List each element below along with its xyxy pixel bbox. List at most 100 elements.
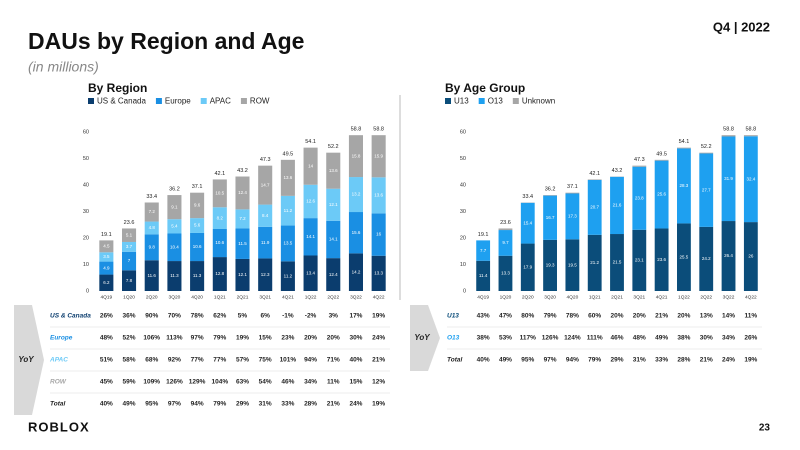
segment-label: 8.4 bbox=[262, 213, 269, 218]
bar-segment bbox=[371, 135, 386, 178]
legend-label: Unknown bbox=[522, 97, 555, 106]
chart-title: By Age Group bbox=[445, 81, 525, 95]
x-tick-label: 1Q22 bbox=[678, 294, 690, 300]
y-tick-label: 50 bbox=[83, 156, 89, 162]
total-label: 33.4 bbox=[146, 194, 157, 200]
yoy-cell: 79% bbox=[588, 357, 601, 364]
yoy-cell: 109% bbox=[143, 379, 160, 386]
x-tick-label: 1Q21 bbox=[214, 294, 226, 300]
segment-label: 4.9 bbox=[103, 265, 110, 270]
bar-segment bbox=[654, 228, 669, 291]
bar-segment bbox=[543, 195, 557, 196]
x-tick-label: 1Q20 bbox=[123, 294, 135, 300]
chart-title: By Region bbox=[88, 81, 147, 95]
segment-label: 12.3 bbox=[261, 272, 270, 277]
bar-segment bbox=[235, 209, 250, 229]
yoy-cell: 77% bbox=[191, 357, 204, 364]
segment-label: 23.8 bbox=[635, 195, 644, 200]
bar-segment bbox=[371, 177, 386, 214]
yoy-cell: 26% bbox=[100, 313, 113, 320]
yoy-cell: 30% bbox=[349, 335, 362, 342]
segment-label: 14.2 bbox=[352, 269, 361, 274]
bar-segment bbox=[144, 234, 159, 261]
yoy-cell: 97% bbox=[544, 357, 557, 364]
bar-segment bbox=[212, 179, 227, 208]
yoy-cell: 28% bbox=[304, 401, 317, 408]
yoy-cell: 94% bbox=[566, 357, 579, 364]
segment-label: 11.2 bbox=[284, 208, 293, 213]
yoy-cell: 46% bbox=[281, 379, 294, 386]
segment-label: 15.6 bbox=[352, 230, 361, 235]
bar-segment bbox=[348, 253, 363, 291]
yoy-cell: 40% bbox=[477, 357, 490, 364]
segment-label: 10.6 bbox=[215, 240, 224, 245]
segment-label: 3.5 bbox=[103, 254, 110, 259]
yoy-chevron bbox=[14, 305, 44, 415]
segment-label: 16 bbox=[376, 232, 382, 237]
yoy-cell: 20% bbox=[677, 313, 690, 320]
x-tick-label: 4Q20 bbox=[191, 294, 203, 300]
segment-label: 9.1 bbox=[171, 204, 178, 209]
bar-segment bbox=[258, 165, 273, 205]
bar-segment bbox=[190, 261, 205, 291]
yoy-cell: 79% bbox=[213, 335, 226, 342]
yoy-label: YoY bbox=[414, 333, 430, 342]
yoy-cell: 29% bbox=[610, 357, 623, 364]
yoy-label: YoY bbox=[18, 355, 34, 364]
yoy-cell: 38% bbox=[677, 335, 690, 342]
quarter: Q4 | 2022 bbox=[713, 19, 770, 34]
yoy-cell: 78% bbox=[566, 313, 579, 320]
segment-label: 21.6 bbox=[613, 203, 622, 208]
bar-segment bbox=[280, 195, 295, 226]
yoy-cell: 13% bbox=[700, 313, 713, 320]
y-tick-label: 30 bbox=[460, 209, 466, 215]
row-label: U13 bbox=[447, 313, 459, 320]
x-tick-label: 2Q22 bbox=[327, 294, 339, 300]
total-label: 49.5 bbox=[656, 151, 667, 157]
bar-segment bbox=[303, 255, 318, 291]
total-label: 52.2 bbox=[701, 144, 712, 150]
segment-label: 14.1 bbox=[329, 237, 338, 242]
yoy-cell: 19% bbox=[372, 313, 385, 320]
yoy-cell: 24% bbox=[372, 335, 385, 342]
y-tick-label: 20 bbox=[83, 235, 89, 241]
bar-segment bbox=[743, 135, 758, 137]
segment-label: 11.5 bbox=[238, 241, 247, 246]
yoy-cell: 21% bbox=[700, 357, 713, 364]
bar-segment bbox=[348, 212, 363, 254]
segment-label: 7 bbox=[128, 258, 131, 263]
bar-segment bbox=[371, 213, 386, 256]
segment-label: 4.8 bbox=[149, 225, 156, 230]
bar-segment bbox=[122, 270, 137, 291]
yoy-cell: 24% bbox=[722, 357, 735, 364]
segment-label: 20.7 bbox=[590, 205, 599, 210]
total-label: 54.1 bbox=[679, 139, 690, 145]
segment-label: 8.2 bbox=[217, 215, 224, 220]
segment-label: 11.9 bbox=[261, 240, 270, 245]
yoy-cell: 48% bbox=[100, 335, 113, 342]
y-tick-label: 10 bbox=[83, 262, 89, 268]
yoy-cell: 28% bbox=[677, 357, 690, 364]
y-tick-label: 30 bbox=[83, 209, 89, 215]
legend-swatch bbox=[200, 98, 207, 104]
x-tick-label: 2Q20 bbox=[146, 294, 158, 300]
yoy-cell: 126% bbox=[166, 379, 183, 386]
total-label: 43.2 bbox=[612, 168, 623, 174]
total-label: 19.1 bbox=[478, 232, 489, 238]
y-tick-label: 10 bbox=[460, 262, 466, 268]
total-label: 36.2 bbox=[545, 187, 556, 193]
x-tick-label: 4Q20 bbox=[567, 294, 579, 300]
bar-segment bbox=[610, 234, 624, 291]
bar-segment bbox=[280, 261, 295, 291]
y-tick-label: 0 bbox=[463, 288, 466, 294]
segment-label: 13.6 bbox=[284, 175, 293, 180]
bar-segment bbox=[235, 228, 250, 259]
bar-segment bbox=[677, 223, 691, 291]
yoy-cell: 40% bbox=[349, 357, 362, 364]
bar-segment bbox=[190, 192, 205, 219]
bar-segment bbox=[371, 255, 386, 291]
yoy-cell: 45% bbox=[100, 379, 113, 386]
bar-segment bbox=[565, 239, 580, 291]
bar-segment bbox=[258, 258, 273, 291]
yoy-cell: 20% bbox=[304, 335, 317, 342]
